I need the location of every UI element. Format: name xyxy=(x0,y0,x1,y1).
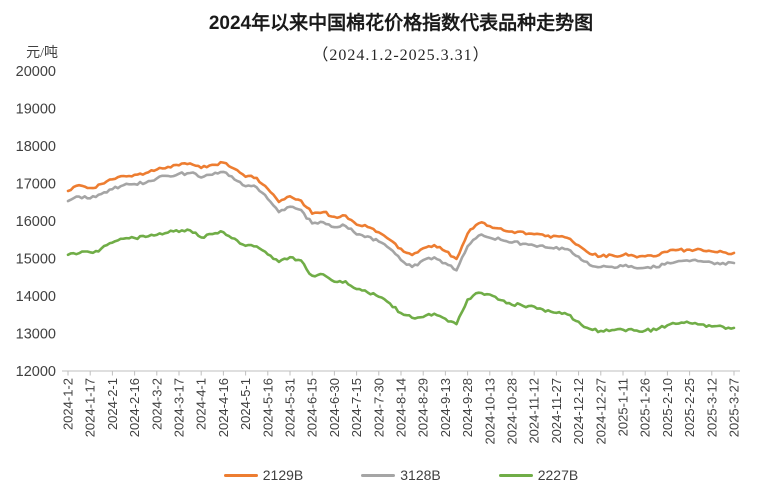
x-tick-label: 2024-4-1 xyxy=(194,378,209,430)
x-tick-label: 2024-7-15 xyxy=(349,378,364,437)
x-tick-label: 2024-11-27 xyxy=(549,378,564,444)
x-tick-label: 2025-2-10 xyxy=(660,378,675,437)
y-tick-label: 14000 xyxy=(16,289,56,305)
legend-line-swatch-3128B xyxy=(361,473,396,477)
legend-item-3128B: 3128B xyxy=(361,467,441,483)
chart-subtitle: （2024.1.2-2025.3.31） xyxy=(312,47,490,64)
chart-legend: 2129B 3128B 2227B xyxy=(40,464,762,486)
y-tick-label: 17000 xyxy=(16,177,56,193)
legend-label-2227B: 2227B xyxy=(537,467,579,483)
x-axis-tick-labels: 2024-1-2 2024-1-17 2024-2-1 2024-2-16 2024-3… xyxy=(61,378,742,445)
x-tick-label: 2024-6-15 xyxy=(305,378,320,437)
x-tick-label: 2024-10-28 xyxy=(505,378,520,445)
x-tick-label: 2025-1-11 xyxy=(616,378,631,436)
x-tick-label: 2025-2-25 xyxy=(682,378,697,437)
x-tick-label: 2025-1-26 xyxy=(638,378,653,437)
y-tick-label: 13000 xyxy=(16,327,56,343)
x-tick-label: 2024-1-17 xyxy=(83,378,98,437)
x-tick-label: 2024-4-16 xyxy=(216,378,231,437)
x-axis xyxy=(62,370,740,376)
x-tick-label: 2024-8-29 xyxy=(416,378,431,437)
legend-label-3128B: 3128B xyxy=(400,467,441,483)
x-tick-label: 2024-3-17 xyxy=(172,378,187,437)
y-axis-tick-labels: 20000 19000 18000 17000 16000 15000 14000 13000… xyxy=(16,64,56,380)
y-tick-label: 16000 xyxy=(16,214,56,230)
x-tick-label: 2024-3-2 xyxy=(149,378,164,430)
chart-title-text: 年以来中国棉花价格指数代表品种走势图 xyxy=(251,13,594,34)
x-tick-label: 2024-2-16 xyxy=(127,378,142,437)
x-tick-label: 2024-7-30 xyxy=(371,378,386,437)
legend-label-2129B: 2129B xyxy=(262,467,304,483)
y-tick-label: 19000 xyxy=(16,102,56,118)
x-tick-label: 2024-11-12 xyxy=(527,378,542,444)
x-tick-label: 2024-5-1 xyxy=(238,378,253,430)
x-tick-label: 2024-5-16 xyxy=(260,378,275,437)
x-tick-label: 2024-2-1 xyxy=(105,378,120,430)
y-tick-label: 18000 xyxy=(16,139,56,155)
legend-line-swatch-2227B xyxy=(498,473,533,477)
x-tick-label: 2024-1-2 xyxy=(61,378,76,430)
x-tick-label: 2024-9-28 xyxy=(460,378,475,437)
chart-title-year: 2024 xyxy=(208,13,252,34)
x-tick-label: 2024-12-12 xyxy=(571,378,586,445)
series-line-2129B xyxy=(66,160,736,261)
x-tick-label: 2024-6-30 xyxy=(327,378,342,437)
y-tick-label: 20000 xyxy=(16,64,56,80)
y-tick-label: 12000 xyxy=(16,364,56,380)
chart-title: 2024年以来中国棉花价格指数代表品种走势图 xyxy=(40,12,762,36)
x-tick-label: 2024-8-14 xyxy=(394,378,409,437)
x-tick-label: 2025-3-27 xyxy=(727,378,742,437)
series-line-3128B xyxy=(66,170,736,272)
x-tick-label: 2024-9-13 xyxy=(438,378,453,437)
x-tick-label: 2025-3-12 xyxy=(704,378,719,437)
y-tick-label: 15000 xyxy=(16,252,56,268)
legend-line-swatch-2129B xyxy=(223,473,258,477)
x-tick-label: 2024-12-27 xyxy=(593,378,608,445)
legend-item-2227B: 2227B xyxy=(498,467,579,483)
x-tick-label: 2024-10-13 xyxy=(482,378,497,445)
series-line-2227B xyxy=(66,228,736,334)
y-axis-unit-label: 元/吨 xyxy=(26,46,58,61)
legend-item-2129B: 2129B xyxy=(223,467,304,483)
x-tick-label: 2024-5-31 xyxy=(283,378,298,437)
